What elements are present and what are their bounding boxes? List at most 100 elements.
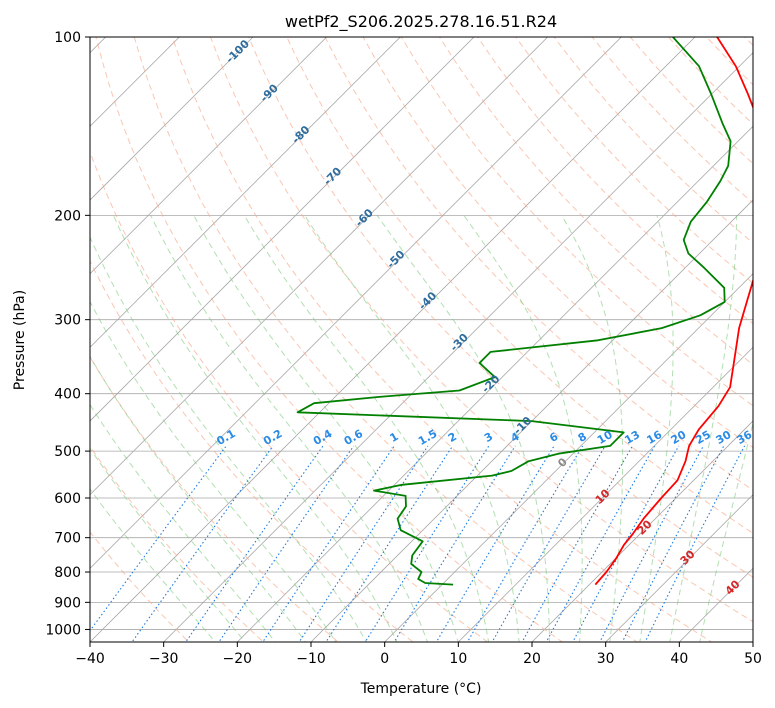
mixing-ratio-label: 16 [644, 428, 664, 447]
dry-adiabat-line [400, 37, 753, 407]
moist-adiabat-line [376, 215, 550, 642]
mixing-ratio-line [131, 445, 274, 642]
moist-adiabat-line [112, 215, 398, 642]
mixing-ratio-label: 13 [622, 428, 642, 447]
plot-frame [89, 36, 754, 643]
isotherm-line [90, 37, 328, 275]
mixing-ratio-label: 0.4 [311, 427, 335, 448]
mixing-ratio-line [545, 445, 656, 642]
isotherm-label: -50 [384, 248, 407, 271]
isotherm-line [90, 37, 696, 642]
dry-adiabat-line [90, 356, 339, 642]
isotherm-line [310, 199, 753, 642]
isotherm-line [752, 641, 753, 642]
dewpoint-line [296, 37, 732, 586]
mixing-ratio-line [644, 445, 746, 642]
mixing-ratio-line [325, 445, 454, 642]
mixing-ratio-line [90, 445, 227, 632]
moist-adiabat-line [243, 215, 490, 642]
dry-adiabat-line [438, 37, 753, 366]
isotherm-line [236, 125, 753, 642]
mixing-ratio-line [572, 445, 680, 642]
mixing-ratio-label: 0.1 [214, 427, 237, 448]
x-tick-label: 30 [597, 651, 615, 667]
mixing-ratio-label: 6 [547, 430, 560, 445]
dry-adiabat-label: 30 [678, 547, 698, 567]
moist-adiabat-line [90, 300, 337, 642]
mixing-ratio-line [262, 445, 395, 642]
dry-adiabat-line [90, 150, 489, 642]
isotherm-label: -100 [223, 37, 252, 66]
isotherm-line [90, 37, 475, 422]
y-tick-label: 1000 [45, 622, 81, 638]
mixing-ratio-label: 36 [734, 428, 754, 447]
dry-adiabat-line [133, 37, 638, 642]
dry-adiabat-label: 20 [635, 517, 655, 537]
mixing-ratio-line [298, 445, 429, 642]
mixing-ratio-label: 0.2 [261, 427, 284, 448]
y-tick-label: 700 [54, 531, 81, 547]
moist-adiabat-line [304, 215, 520, 642]
dry-adiabat-label: 40 [723, 577, 743, 597]
y-tick-label: 500 [54, 444, 81, 460]
x-tick-label: −10 [296, 651, 326, 667]
isotherm-label: -70 [321, 164, 344, 187]
x-tick-label: 40 [670, 651, 688, 667]
moist-adiabat-line [463, 215, 583, 642]
moist-adiabat-line [193, 215, 459, 642]
y-axis-label: Pressure (hPa) [12, 290, 28, 390]
mixing-ratio-label: 8 [576, 430, 589, 445]
dry-adiabat-line [248, 37, 753, 578]
isotherm-line [90, 37, 622, 569]
moist-adiabat-line [90, 488, 216, 642]
y-tick-label: 200 [54, 208, 81, 224]
y-tick-label: 900 [54, 595, 81, 611]
moist-adiabat-line [90, 235, 367, 642]
isotherm-line [605, 494, 753, 642]
moist-adiabat-line [150, 215, 429, 642]
x-tick-label: 10 [449, 651, 467, 667]
isotherm-line [384, 273, 753, 642]
chart-title: wetPf2_S206.2025.278.16.51.R24 [285, 12, 557, 32]
mixing-ratio-line [599, 445, 704, 642]
dry-adiabat-line [95, 37, 564, 642]
isotherm-line [90, 37, 549, 496]
temperature-line [594, 37, 753, 586]
mixing-ratio-line [466, 445, 584, 642]
isotherm-line [163, 52, 753, 642]
x-axis: −40 −30 −20 −10 0 10 20 30 40 50 [75, 642, 762, 667]
dry-adiabat-line [286, 37, 753, 534]
mixing-ratio-label: 1 [387, 430, 400, 445]
y-tick-label: 400 [54, 387, 81, 403]
x-tick-label: −20 [223, 651, 253, 667]
isotherm-line [457, 346, 753, 642]
mixing-ratio-line [491, 445, 606, 642]
mixing-ratio-label: 2 [446, 430, 459, 445]
isotherm-line [90, 37, 401, 348]
x-tick-label: −40 [75, 651, 105, 667]
mixing-ratio-label: 0.6 [342, 427, 366, 448]
sounding-series [296, 37, 753, 586]
x-tick-label: 20 [523, 651, 541, 667]
x-tick-label: 50 [744, 651, 762, 667]
mixing-ratio-line [393, 445, 516, 642]
mixing-ratio-label: 25 [693, 428, 713, 447]
mixing-ratio-label: 3 [482, 430, 495, 445]
dry-adiabat-line [324, 37, 753, 491]
mixing-ratio-line [435, 445, 555, 642]
isotherm-label: -90 [258, 81, 281, 104]
mixing-ratio-label: 1.5 [416, 427, 439, 448]
dry-adiabat-line [706, 37, 753, 86]
mixing-ratio-line [218, 445, 355, 642]
isotherm-label: -30 [448, 331, 471, 354]
dry-adiabat-line [90, 259, 414, 642]
mixing-ratio-line [364, 445, 490, 642]
y-tick-label: 800 [54, 565, 81, 581]
isotherm-label: -80 [289, 123, 312, 146]
dry-adiabat-line [553, 37, 753, 244]
mixing-ratio-line [621, 445, 725, 642]
moist-adiabat-line [90, 355, 307, 642]
y-tick-label: 100 [54, 30, 81, 46]
y-tick-label: 300 [54, 313, 81, 329]
